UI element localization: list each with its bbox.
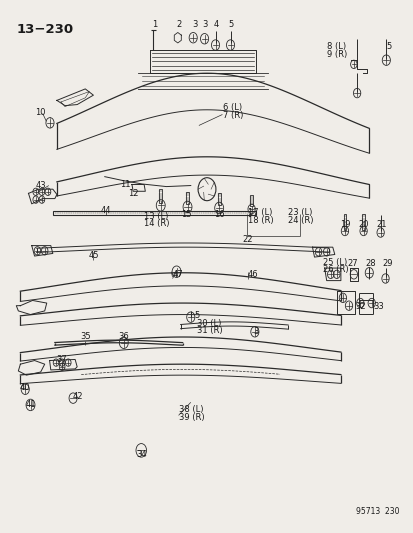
Text: 42: 42 — [73, 392, 83, 401]
Text: 28: 28 — [365, 259, 375, 268]
Text: 44: 44 — [100, 206, 111, 215]
Bar — [250, 196, 252, 206]
Text: 45: 45 — [88, 251, 98, 260]
Text: 5: 5 — [194, 311, 199, 320]
Text: 8 (L): 8 (L) — [326, 42, 345, 51]
Text: 14 (R): 14 (R) — [144, 219, 169, 228]
Text: 5: 5 — [385, 42, 390, 51]
Text: 1: 1 — [151, 20, 157, 29]
Text: 10: 10 — [36, 108, 46, 117]
Text: 15: 15 — [181, 210, 192, 219]
Text: 19: 19 — [339, 220, 349, 229]
Text: 39 (R): 39 (R) — [179, 413, 204, 422]
Text: 30 (L): 30 (L) — [197, 319, 221, 328]
Text: 12: 12 — [128, 189, 138, 198]
Text: 23 (L): 23 (L) — [287, 208, 312, 217]
Text: 5: 5 — [228, 20, 233, 29]
Text: 11: 11 — [119, 180, 130, 189]
Text: 36: 36 — [118, 332, 129, 341]
Text: 35: 35 — [80, 332, 90, 341]
Bar — [159, 189, 162, 203]
Text: 7 (R): 7 (R) — [223, 111, 243, 120]
Bar — [343, 214, 346, 230]
Text: 20: 20 — [358, 220, 368, 229]
Text: 17 (L): 17 (L) — [247, 208, 271, 217]
Text: 16: 16 — [214, 210, 224, 219]
Bar — [217, 192, 220, 205]
Text: 34: 34 — [136, 450, 147, 459]
Text: 3: 3 — [192, 20, 197, 29]
Text: 3: 3 — [202, 20, 207, 29]
Text: 29: 29 — [382, 259, 392, 268]
Text: 31 (R): 31 (R) — [197, 326, 222, 335]
Text: 32: 32 — [354, 302, 365, 311]
Text: 95713  230: 95713 230 — [355, 507, 398, 516]
Text: 33: 33 — [373, 302, 384, 311]
Text: 27: 27 — [347, 259, 358, 268]
Text: 46: 46 — [247, 270, 258, 279]
Text: 4: 4 — [213, 20, 218, 29]
Text: 13−230: 13−230 — [16, 23, 73, 36]
Text: 24 (R): 24 (R) — [287, 216, 313, 225]
Text: 3: 3 — [252, 327, 258, 336]
Text: 25 (L): 25 (L) — [323, 257, 347, 266]
Text: 21: 21 — [375, 220, 386, 229]
Text: 37: 37 — [56, 355, 67, 364]
Text: 43: 43 — [36, 181, 47, 190]
Text: 26 (R): 26 (R) — [323, 265, 348, 274]
Text: 18 (R): 18 (R) — [247, 216, 273, 225]
Text: 47: 47 — [172, 270, 183, 279]
Text: 40: 40 — [20, 383, 31, 392]
Text: 2: 2 — [176, 20, 181, 29]
Text: 41: 41 — [25, 400, 36, 409]
Text: 9 (R): 9 (R) — [326, 50, 346, 59]
Bar — [186, 191, 188, 204]
Text: 6 (L): 6 (L) — [223, 103, 242, 112]
Text: 38 (L): 38 (L) — [179, 405, 204, 414]
Bar — [361, 214, 364, 230]
Text: 13 (L): 13 (L) — [144, 212, 168, 221]
Text: 22: 22 — [242, 235, 252, 244]
